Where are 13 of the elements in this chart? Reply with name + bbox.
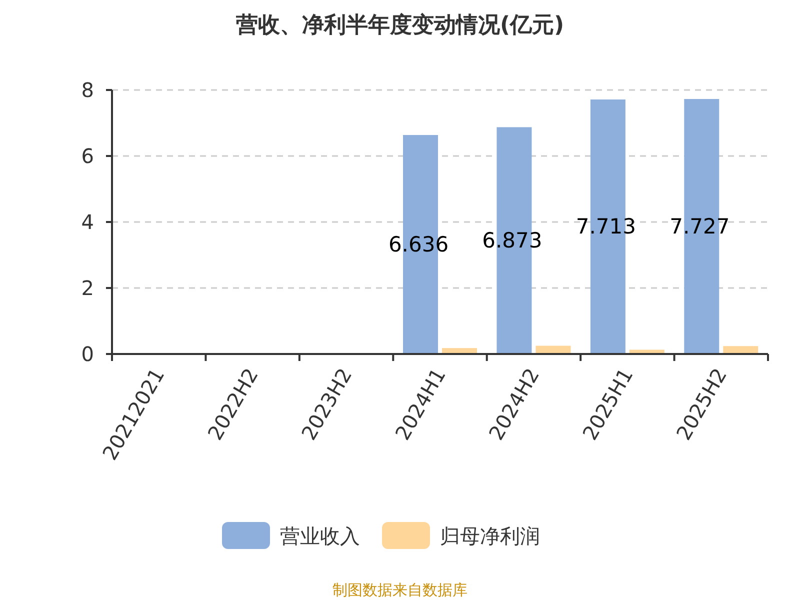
y-tick-label: 8 (81, 78, 94, 102)
data-label: 6.636 (388, 232, 449, 257)
y-tick-label: 2 (81, 276, 94, 300)
text: 制图数据来自数据库 (332, 581, 468, 599)
data-label: 7.713 (576, 214, 636, 239)
legend-label: 归母净利润 (440, 524, 540, 548)
y-tick-label: 0 (81, 342, 94, 366)
y-tick-label: 4 (81, 210, 94, 234)
chart-title: 营收、净利半年度变动情况(亿元) (234, 12, 564, 38)
legend-label: 营业收入 (280, 524, 360, 548)
data-label: 6.873 (482, 228, 542, 253)
data-label: 7.727 (670, 214, 730, 239)
y-tick-label: 6 (81, 144, 94, 168)
